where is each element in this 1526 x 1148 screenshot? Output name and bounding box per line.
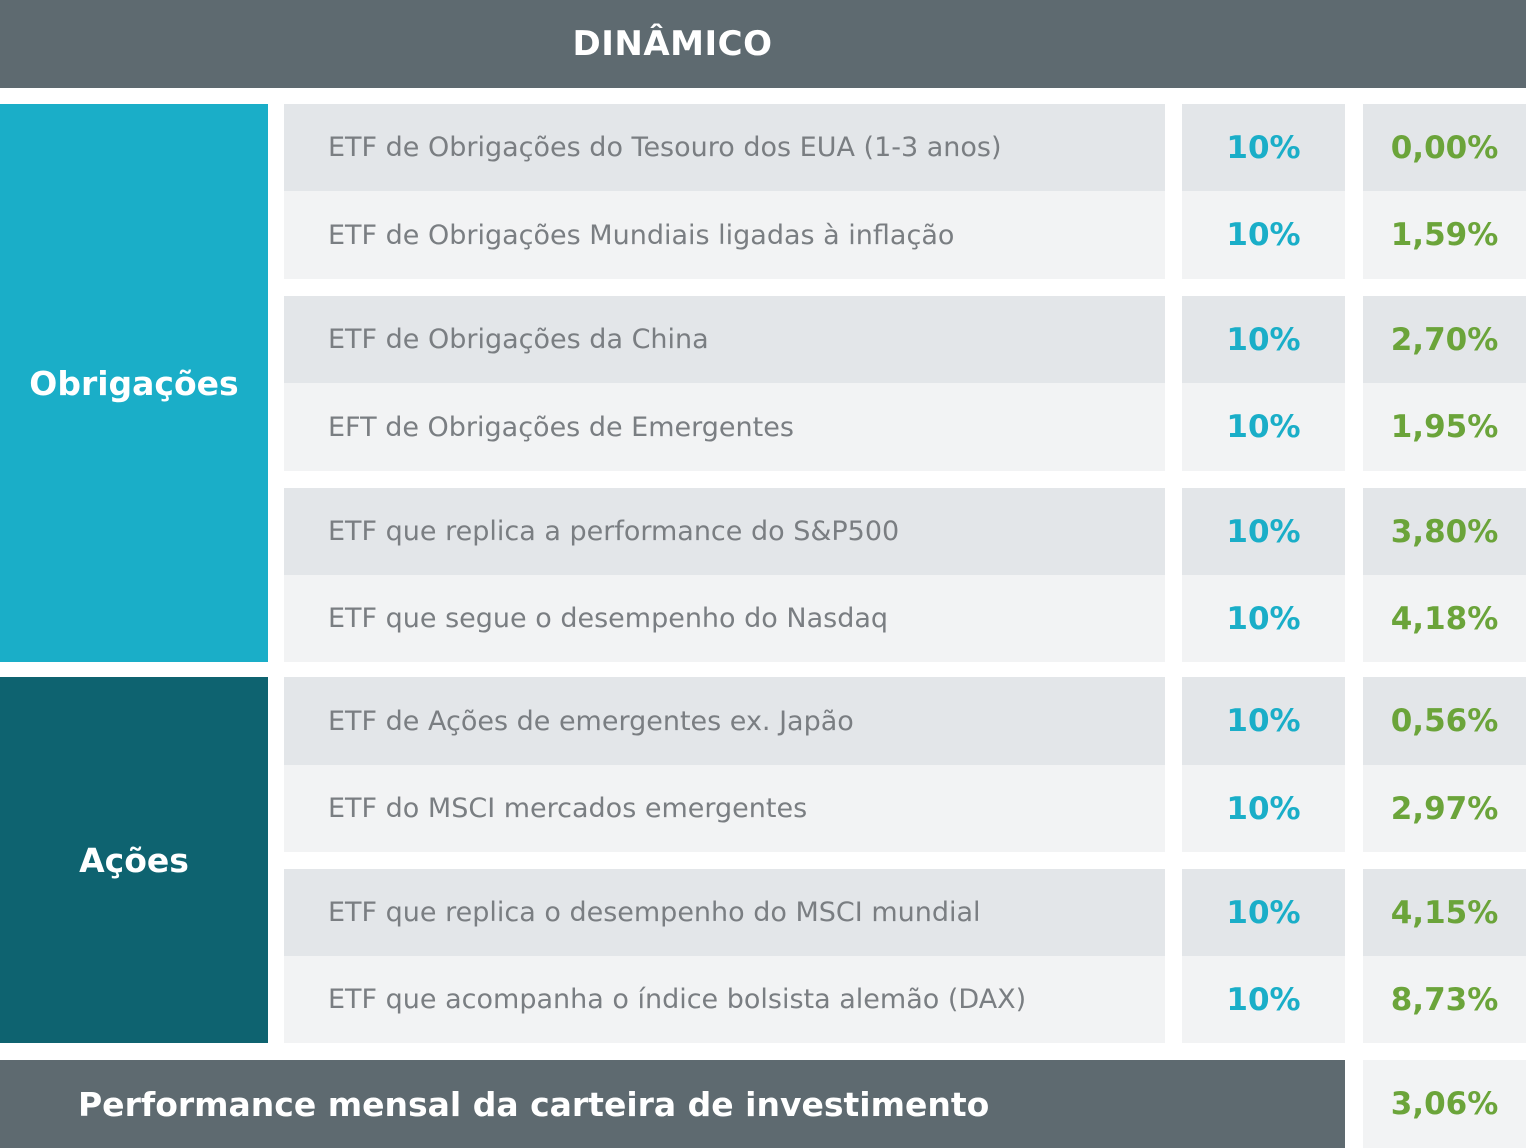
portfolio-performance-label: Performance mensal da carteira de invest… — [0, 1060, 1345, 1148]
allocation-value: 10% — [1182, 296, 1345, 383]
fund-name: ETF que segue o desempenho do Nasdaq — [284, 575, 1165, 662]
performance-value: 1,95% — [1363, 383, 1526, 471]
category-bonds: Obrigações — [0, 104, 268, 662]
table-header: DINÂMICO — [0, 0, 1526, 88]
fund-name: ETF de Obrigações do Tesouro dos EUA (1-… — [284, 104, 1165, 191]
allocation-value: 10% — [1182, 956, 1345, 1043]
fund-name: ETF de Obrigações Mundiais ligadas à inf… — [284, 191, 1165, 279]
portfolio-performance-value: 3,06% — [1363, 1060, 1526, 1148]
performance-value: 0,56% — [1363, 677, 1526, 765]
performance-value: 1,59% — [1363, 191, 1526, 279]
allocation-value: 10% — [1182, 104, 1345, 191]
allocation-value: 10% — [1182, 488, 1345, 575]
page-title: DINÂMICO — [572, 24, 773, 64]
performance-value: 0,00% — [1363, 104, 1526, 191]
allocation-value: 10% — [1182, 191, 1345, 279]
performance-value: 2,97% — [1363, 765, 1526, 852]
allocation-value: 10% — [1182, 575, 1345, 662]
fund-name: ETF de Ações de emergentes ex. Japão — [284, 677, 1165, 765]
allocation-value: 10% — [1182, 765, 1345, 852]
allocation-value: 10% — [1182, 869, 1345, 956]
allocation-value: 10% — [1182, 677, 1345, 765]
fund-name: ETF que replica o desempenho do MSCI mun… — [284, 869, 1165, 956]
performance-value: 4,15% — [1363, 869, 1526, 956]
performance-value: 4,18% — [1363, 575, 1526, 662]
fund-name: ETF de Obrigações da China — [284, 296, 1165, 383]
category-equity: Ações — [0, 677, 268, 1043]
fund-name: ETF que replica a performance do S&P500 — [284, 488, 1165, 575]
fund-name: ETF que acompanha o índice bolsista alem… — [284, 956, 1165, 1043]
fund-name: ETF do MSCI mercados emergentes — [284, 765, 1165, 852]
performance-value: 8,73% — [1363, 956, 1526, 1043]
performance-value: 2,70% — [1363, 296, 1526, 383]
allocation-value: 10% — [1182, 383, 1345, 471]
fund-name: EFT de Obrigações de Emergentes — [284, 383, 1165, 471]
performance-value: 3,80% — [1363, 488, 1526, 575]
